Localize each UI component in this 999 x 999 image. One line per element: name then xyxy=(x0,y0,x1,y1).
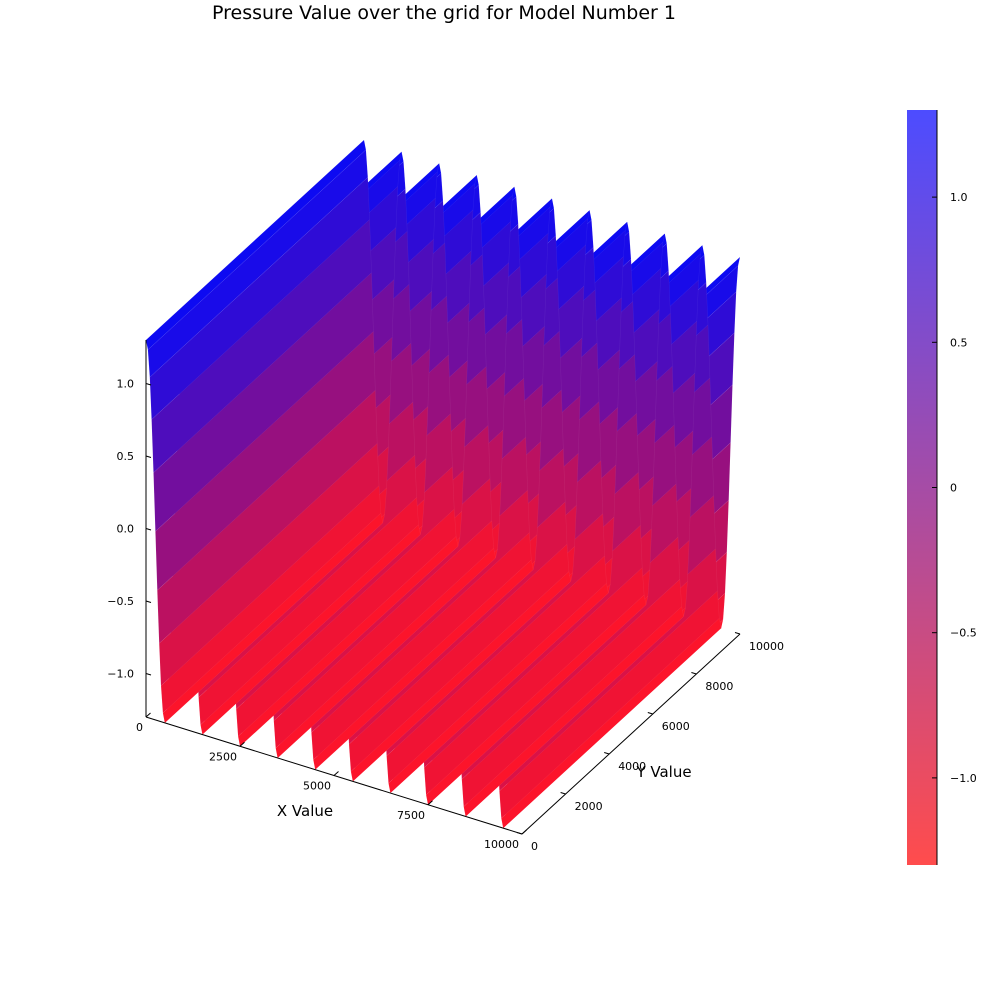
surface-strip xyxy=(350,571,572,782)
y-tick-label: 2000 xyxy=(575,800,603,813)
surface-strip xyxy=(313,559,534,771)
colorbar-tick-label: 0 xyxy=(950,482,957,495)
surface-plot xyxy=(145,139,741,829)
chart-title: Pressure Value over the grid for Model N… xyxy=(212,2,676,24)
y-tick-label: 8000 xyxy=(705,680,733,693)
y-tick-label: 0 xyxy=(531,840,538,853)
y-tick-label: 6000 xyxy=(662,720,690,733)
surface-strip xyxy=(160,485,382,714)
surface-strip xyxy=(499,590,720,819)
z-tick-label: −0.5 xyxy=(107,595,134,608)
y-tick-label: 10000 xyxy=(749,640,784,653)
y-tick-label: 4000 xyxy=(618,760,646,773)
y-tick-mark xyxy=(560,792,566,795)
z-tick-label: 0.5 xyxy=(117,450,135,463)
colorbar-ticks: −1.0 −0.5 0 0.5 1.0 xyxy=(932,191,977,785)
surface-strip xyxy=(155,330,376,591)
x-tick-label: 0 xyxy=(136,721,143,734)
z-tick-mark xyxy=(145,600,152,603)
surface-strip xyxy=(425,594,647,806)
surface-strip xyxy=(275,547,496,759)
z-tick-label: 1.0 xyxy=(117,378,135,391)
surface-strip xyxy=(145,139,367,351)
z-tick-label: −1.0 xyxy=(107,668,134,681)
surface-strip xyxy=(162,512,384,724)
surface-strip xyxy=(348,543,570,773)
surface-strip xyxy=(311,531,532,761)
surface-strip xyxy=(273,520,494,749)
z-tick-mark xyxy=(145,528,152,531)
x-tick-label: 2500 xyxy=(209,750,237,763)
x-tick-mark xyxy=(521,829,527,835)
x-tick-label: 7500 xyxy=(397,809,425,822)
y-tick-mark xyxy=(604,752,610,755)
axis-ticks: 0 2500 5000 7500 10000 0 2000 4000 6000 8000 10000… xyxy=(107,378,784,854)
z-tick-mark xyxy=(145,673,152,676)
z-tick-mark xyxy=(145,383,152,386)
x-tick-mark xyxy=(427,800,433,806)
y-tick-mark xyxy=(516,832,523,835)
y-axis-label: Y Value xyxy=(635,763,691,781)
y-tick-mark xyxy=(691,672,697,675)
colorbar-tick-label: 1.0 xyxy=(950,191,968,204)
x-tick-label: 10000 xyxy=(484,838,519,851)
surface-strip xyxy=(386,555,607,784)
y-tick-mark xyxy=(734,632,741,635)
surface-strip xyxy=(237,535,459,747)
colorbar: −1.0 −0.5 0 0.5 1.0 xyxy=(907,110,977,865)
y-tick-mark xyxy=(647,712,653,715)
surface-strip xyxy=(149,176,370,421)
surface-strip xyxy=(200,524,421,735)
x-tick-mark xyxy=(333,771,339,776)
z-tick-mark xyxy=(145,455,152,458)
x-tick-label: 5000 xyxy=(303,780,331,793)
y-axis-line xyxy=(521,633,741,835)
x-axis-label: X Value xyxy=(277,802,333,820)
colorbar-tick-label: −1.0 xyxy=(950,772,977,785)
x-tick-mark xyxy=(239,741,245,747)
x-tick-mark xyxy=(145,712,151,718)
z-tick-label: 0.0 xyxy=(117,523,135,536)
colorbar-tick-label: −0.5 xyxy=(950,627,977,640)
colorbar-tick-label: 0.5 xyxy=(950,336,968,349)
